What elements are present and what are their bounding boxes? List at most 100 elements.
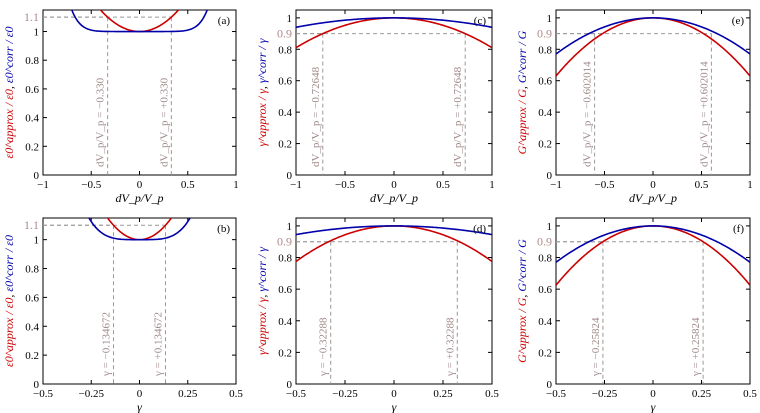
y-tick-label: 0.6: [278, 76, 292, 88]
panel-a: −1 −0.5 0 0.5 1 0 0.2 0.4 0.6 0.8 1 1.1 dV_p/V_p = −…: [2, 9, 239, 205]
y-label-corr: ε0^corr / ε0: [2, 27, 16, 84]
series-line-approx: [106, 218, 173, 241]
ref-level-label: 0.9: [537, 27, 552, 41]
annotation-label: dV_p/V_p = −0.602014: [582, 61, 594, 167]
x-tick-label: −1: [290, 179, 302, 191]
panel-c: −1 −0.5 0 0.5 1 0 0.2 0.4 0.6 0.8 1 0.9 dV_p/V_p = −…: [255, 9, 495, 205]
y-tick-label: 0.6: [538, 76, 552, 88]
ref-level-label: 1.1: [24, 10, 39, 24]
series-line-approx: [296, 225, 492, 263]
y-tick-label: 1: [547, 221, 553, 233]
series-line-approx: [99, 10, 180, 33]
y-label-corr: G^corr / G: [515, 239, 529, 292]
y-tick-label: 0: [287, 379, 293, 391]
panel-d: −0.5 −0.25 0 0.25 0.5 0 0.2 0.4 0.6 0.8 1 0.9 γ = −0…: [255, 217, 499, 413]
x-tick-label: 0.25: [433, 388, 453, 400]
y-label-approx: ε0^approx / ε0: [2, 298, 16, 367]
y-tick-label: 0.4: [538, 316, 552, 328]
annotation-label: dV_p/V_p = −0.72648: [310, 66, 322, 167]
x-tick-label: 0.5: [229, 388, 243, 400]
annotation-label: γ = +0.134672: [152, 312, 164, 377]
panel-letter: (c): [474, 15, 487, 27]
y-axis-label: G^approx / G, G^corr / G: [515, 239, 529, 363]
y-label-approx: γ^approx / γ: [255, 297, 269, 355]
y-label-sep: ,: [255, 292, 269, 298]
panel-e: −1 −0.5 0 0.5 1 0 0.2 0.4 0.6 0.8 1 0.9 dV_p/V_p = −…: [515, 9, 753, 205]
annotation-label: γ = +0.25824: [690, 317, 702, 377]
y-label-sep: ,: [2, 292, 16, 298]
x-tick-label: 1: [489, 179, 495, 191]
y-tick-label: 0: [34, 379, 40, 391]
x-tick-label: −0.25: [592, 388, 618, 400]
y-label-sep: ,: [255, 83, 269, 89]
y-tick-label: 0.4: [538, 107, 552, 119]
annotation-label: γ = −0.32288: [318, 317, 330, 377]
y-tick-label: 0.6: [278, 284, 292, 296]
y-tick-label: 1: [34, 235, 40, 247]
x-tick-label: −0.5: [286, 388, 306, 400]
series-line-corr: [88, 218, 191, 241]
x-tick-label: 0.5: [436, 179, 450, 191]
y-tick-label: 0.4: [25, 321, 39, 333]
y-label-approx: G^approx / G: [515, 89, 529, 155]
x-tick-label: 0.25: [692, 388, 712, 400]
x-tick-label: −0.25: [332, 388, 358, 400]
y-label-approx: G^approx / G: [515, 297, 529, 363]
annotation-label: γ = −0.134672: [101, 312, 113, 377]
y-label-corr: γ^corr / γ: [255, 38, 269, 83]
y-tick-label: 0: [34, 170, 40, 182]
y-tick-label: 0.4: [25, 113, 39, 125]
y-axis-label: ε0^approx / ε0, ε0^corr / ε0: [2, 235, 16, 367]
x-tick-label: 0: [391, 388, 397, 400]
y-tick-label: 0.8: [538, 253, 552, 265]
y-axis-label: γ^approx / γ, γ^corr / γ: [255, 247, 269, 355]
x-tick-label: 0: [650, 179, 656, 191]
y-tick-label: 1: [287, 221, 293, 233]
x-tick-label: −1: [37, 179, 49, 191]
x-axis-label: dV_p/V_p: [370, 191, 418, 205]
ref-level-label: 1.1: [24, 218, 39, 232]
annotation-label: dV_p/V_p = −0.330: [95, 77, 107, 167]
series-line-approx: [556, 225, 750, 286]
x-tick-label: −0.5: [33, 388, 53, 400]
y-tick-label: 0: [547, 170, 553, 182]
y-label-corr: G^corr / G: [515, 30, 529, 83]
y-label-sep: ,: [515, 83, 529, 89]
x-tick-label: 0.5: [743, 388, 757, 400]
x-tick-label: 0: [137, 179, 143, 191]
x-tick-label: 0.5: [695, 179, 709, 191]
x-tick-label: −1: [550, 179, 562, 191]
series-line-corr: [70, 10, 209, 33]
x-tick-label: 1: [233, 179, 239, 191]
y-axis-label: γ^approx / γ, γ^corr / γ: [255, 38, 269, 146]
y-label-corr: ε0^corr / ε0: [2, 235, 16, 292]
y-tick-label: 0.2: [538, 347, 552, 359]
y-tick-label: 0.8: [25, 55, 39, 67]
y-tick-label: 0.8: [538, 44, 552, 56]
panel-letter: (d): [473, 223, 486, 235]
y-axis-label: ε0^approx / ε0, ε0^corr / ε0: [2, 27, 16, 159]
y-label-corr: γ^corr / γ: [255, 247, 269, 292]
x-tick-label: 0: [137, 388, 143, 400]
y-label-approx: γ^approx / γ: [255, 89, 269, 147]
x-tick-label: 1: [747, 179, 753, 191]
ref-level-label: 0.9: [537, 235, 552, 249]
annotation-label: γ = −0.25824: [590, 317, 602, 377]
x-tick-label: −0.5: [546, 388, 566, 400]
x-tick-label: 0.5: [181, 179, 195, 191]
x-axis-label: γ: [392, 400, 397, 413]
y-label-approx: ε0^approx / ε0: [2, 89, 16, 158]
series-line-corr: [296, 17, 492, 29]
y-tick-label: 0.6: [538, 284, 552, 296]
y-tick-label: 0.2: [278, 347, 292, 359]
x-tick-label: −0.5: [595, 179, 615, 191]
y-tick-label: 0.2: [25, 141, 39, 153]
y-tick-label: 0.2: [25, 350, 39, 362]
annotation-label: dV_p/V_p = +0.602014: [698, 61, 710, 167]
annotation-label: dV_p/V_p = +0.330: [158, 77, 170, 167]
y-tick-label: 1: [547, 13, 553, 25]
y-tick-label: 1: [287, 13, 293, 25]
panel-letter: (a): [218, 15, 231, 27]
x-tick-label: −0.25: [79, 388, 105, 400]
